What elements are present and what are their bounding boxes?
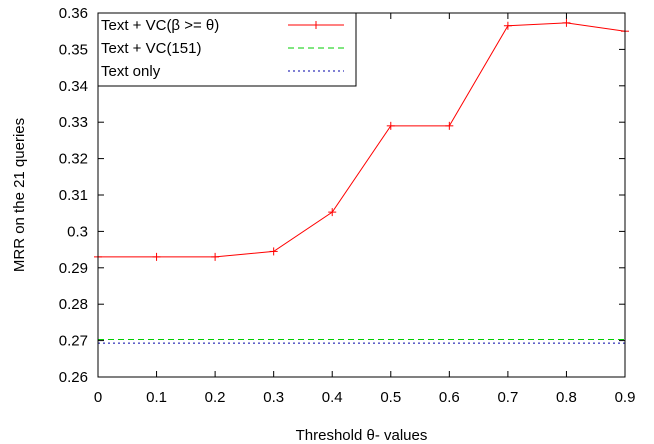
x-tick-label: 0 xyxy=(94,389,102,406)
legend-label: Text + VC(151) xyxy=(101,40,201,57)
y-tick-label: 0.28 xyxy=(59,296,88,313)
y-tick-label: 0.35 xyxy=(59,41,88,58)
plot-area-frame xyxy=(97,12,626,378)
data-point xyxy=(269,247,278,256)
y-axis-title: MRR on the 21 queries xyxy=(11,118,28,272)
x-axis-title: Threshold θ- values xyxy=(296,427,428,444)
y-tick-label: 0.36 xyxy=(59,5,88,22)
data-point xyxy=(445,121,454,130)
x-tick-label: 0.5 xyxy=(380,389,401,406)
legend-marker xyxy=(312,21,320,29)
y-tick-label: 0.27 xyxy=(59,333,88,350)
x-tick-label: 0.1 xyxy=(146,389,167,406)
data-point xyxy=(211,252,220,261)
x-tick-label: 0.3 xyxy=(263,389,284,406)
y-tick-label: 0.31 xyxy=(59,187,88,204)
legend-label: Text + VC(β >= θ) xyxy=(101,17,219,34)
x-tick-label: 0.7 xyxy=(497,389,518,406)
y-tick-label: 0.32 xyxy=(59,151,88,168)
legend: Text + VC(β >= θ) Text + VC(151) Text only xyxy=(97,12,357,87)
data-point xyxy=(152,252,161,261)
data-point xyxy=(328,208,337,217)
x-tick-label: 0.2 xyxy=(205,389,226,406)
x-tick-labels: 0 0.1 0.2 0.3 0.4 0.5 0.6 0.7 0.8 0.9 xyxy=(94,389,636,406)
x-tick-label: 0.8 xyxy=(556,389,577,406)
x-tick-label: 0.9 xyxy=(615,389,636,406)
legend-label: Text only xyxy=(101,63,161,80)
y-tick-label: 0.34 xyxy=(59,78,88,95)
x-tick-label: 0.4 xyxy=(322,389,343,406)
x-tick-label: 0.6 xyxy=(439,389,460,406)
y-tick-label: 0.33 xyxy=(59,114,88,131)
series-line xyxy=(98,22,626,258)
data-point xyxy=(386,121,395,130)
y-tick-label: 0.3 xyxy=(67,223,88,240)
y-tick-label: 0.26 xyxy=(59,369,88,386)
y-tick-labels: 0.26 0.27 0.28 0.29 0.3 0.31 0.32 0.33 0.34 0.35 0… xyxy=(59,5,88,386)
data-point xyxy=(562,18,571,27)
y-tick-label: 0.29 xyxy=(59,260,88,277)
data-point xyxy=(503,21,512,30)
